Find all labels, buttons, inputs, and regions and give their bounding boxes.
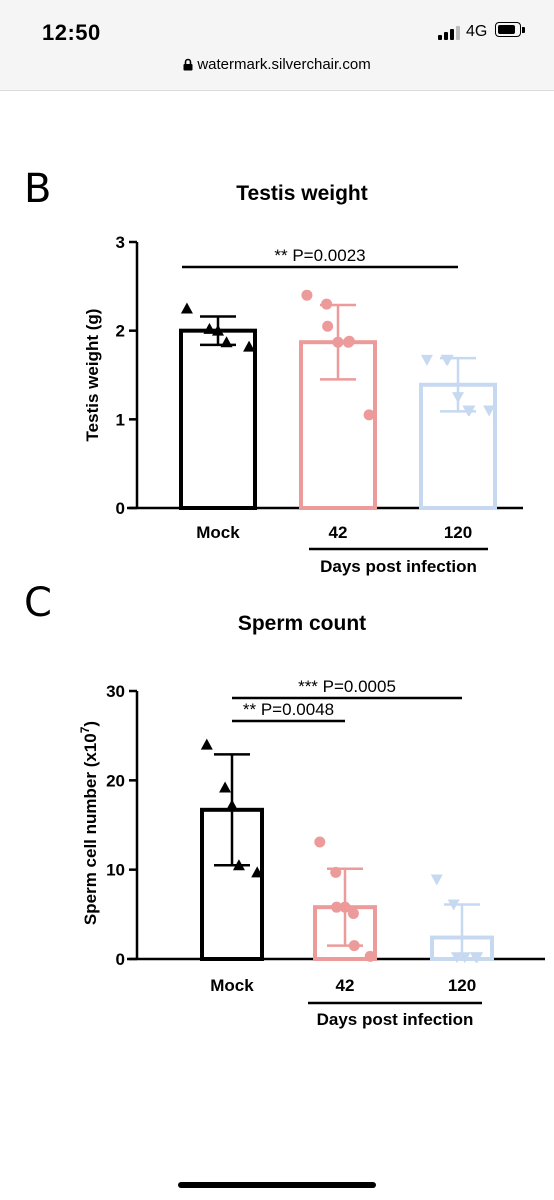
address-bar[interactable]: watermark.silverchair.com [0, 56, 554, 75]
y-tick-label: 1 [116, 410, 125, 429]
data-point [212, 324, 224, 336]
data-point [348, 940, 360, 952]
data-point [321, 298, 333, 310]
y-tick-label: 30 [106, 682, 125, 701]
data-point [232, 859, 245, 871]
data-point [220, 336, 233, 348]
data-point [219, 781, 232, 793]
panel-letter-c: C [24, 580, 52, 626]
data-point [226, 799, 238, 811]
significance-label: ** P=0.0048 [243, 700, 334, 719]
data-point [447, 899, 460, 911]
network-type: 4G [466, 23, 488, 40]
data-point [301, 289, 313, 301]
bar-mock [179, 328, 257, 510]
data-point [322, 320, 334, 332]
chart-title: Testis weight [236, 182, 367, 205]
data-point [483, 405, 496, 417]
data-point [330, 866, 342, 878]
y-tick-label: 10 [106, 861, 125, 880]
data-point [203, 322, 216, 334]
lock-icon [183, 58, 193, 75]
data-point [420, 354, 433, 366]
y-tick-label: 3 [116, 233, 125, 252]
data-point [200, 738, 213, 750]
x-tick-label: Mock [210, 976, 254, 995]
data-point [347, 907, 359, 919]
data-point [363, 409, 375, 421]
x-axis-label: Days post infection [317, 1010, 474, 1029]
url-text: watermark.silverchair.com [197, 56, 371, 73]
y-axis-label: Testis weight (g) [83, 309, 102, 442]
data-point [331, 901, 343, 913]
y-axis-label: Sperm cell number (x107) [78, 721, 100, 925]
y-tick-label: 20 [106, 771, 125, 790]
battery-icon [495, 22, 525, 39]
y-tick-label: 0 [116, 950, 125, 969]
x-tick-label: 42 [336, 976, 355, 995]
signal-strength-icon [438, 26, 460, 40]
status-bar: 12:50 4G watermark.silverchair.com [0, 0, 554, 91]
data-point [458, 952, 471, 964]
data-point [364, 950, 376, 962]
data-point [243, 340, 256, 352]
data-point [314, 836, 326, 848]
data-point [469, 952, 482, 964]
chart-title: Sperm count [238, 612, 366, 635]
panel-letter-b: B [24, 166, 52, 212]
data-point [452, 392, 464, 404]
x-axis-label: Days post infection [320, 557, 477, 576]
x-tick-label: 120 [448, 976, 476, 995]
significance-label: ** P=0.0023 [274, 246, 365, 265]
data-point [430, 874, 443, 886]
home-indicator[interactable] [178, 1182, 376, 1188]
x-tick-label: 120 [444, 523, 472, 542]
data-point [339, 901, 351, 913]
chart-sperm-count: Sperm count 0 10 20 30 Sperm cell number (x10… [78, 612, 545, 1029]
data-point [450, 952, 463, 964]
data-point [463, 405, 476, 417]
y-tick-label: 2 [116, 322, 125, 341]
data-point [251, 866, 264, 878]
y-tick-label: 0 [116, 499, 125, 518]
x-tick-label: Mock [196, 523, 240, 542]
data-point [441, 354, 454, 366]
chart-testis-weight: Testis weight 0 1 2 3 Testis weight (g) Mock 42… [83, 182, 523, 576]
data-point [332, 336, 344, 348]
data-point [180, 302, 193, 314]
data-point [343, 335, 355, 347]
significance-label: *** P=0.0005 [298, 677, 396, 696]
x-tick-label: 42 [329, 523, 348, 542]
status-time: 12:50 [42, 20, 101, 45]
y-axis-label-exponent: 7 [78, 726, 92, 733]
